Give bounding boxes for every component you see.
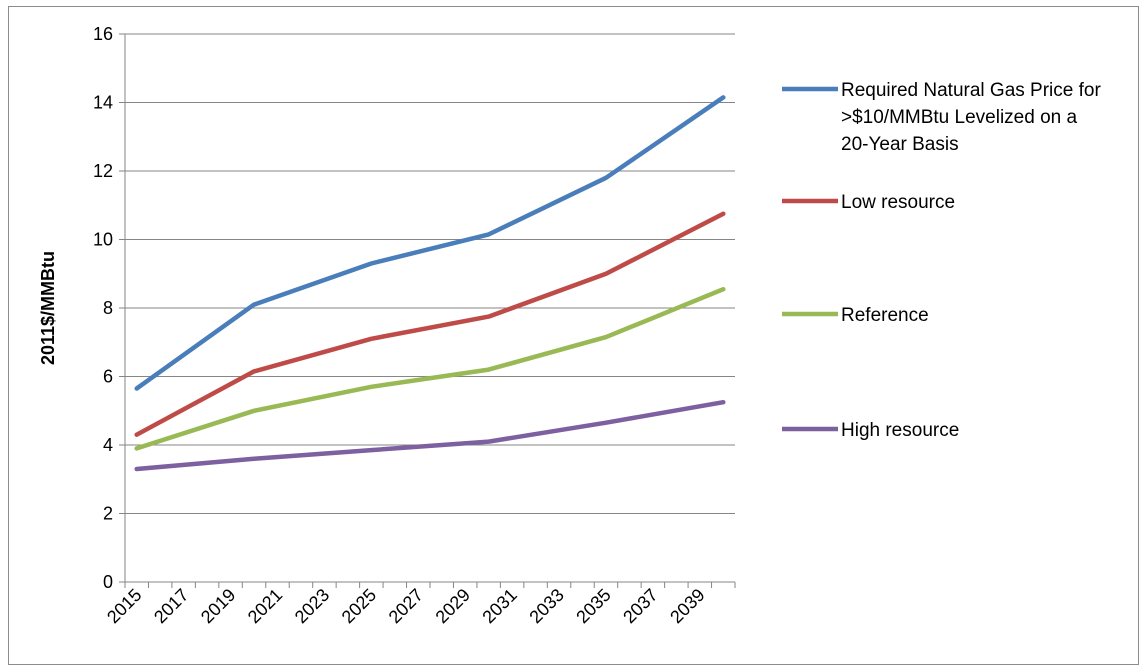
x-tick-label: 2017: [150, 585, 192, 627]
y-tick-label: 10: [93, 230, 113, 250]
series-line-2: [134, 211, 726, 437]
x-tick-label: 2031: [478, 585, 520, 627]
x-tick-label: 2039: [666, 585, 708, 627]
x-tick-label: 2027: [385, 585, 427, 627]
x-tick-label: 2025: [338, 585, 380, 627]
y-tick-label: 8: [103, 298, 113, 318]
legend-label-4: High resource: [841, 420, 959, 441]
series-line-1: [134, 95, 726, 391]
x-tick-label: 2019: [197, 585, 239, 627]
y-tick-label: 4: [103, 435, 113, 455]
y-axis-label: 2011$/MMBtu: [38, 251, 58, 365]
y-tick-label: 12: [93, 161, 113, 181]
x-tick-label: 2029: [432, 585, 474, 627]
x-tick-label: 2037: [619, 585, 661, 627]
legend-label-3: Reference: [841, 305, 929, 326]
x-tick-label: 2023: [291, 585, 333, 627]
y-tick-label: 2: [103, 504, 113, 524]
series-line-4: [134, 399, 726, 472]
y-tick-label: 0: [103, 572, 113, 592]
x-tick-label: 2021: [244, 585, 286, 627]
legend-label-2: Low resource: [841, 192, 955, 213]
x-tick-label: 2035: [572, 585, 614, 627]
legend-label-1: Required Natural Gas Price for >$10/MMBtu…: [841, 80, 1101, 155]
y-tick-label: 16: [93, 24, 113, 44]
y-tick-label: 14: [93, 93, 113, 113]
series-line-3: [134, 286, 726, 451]
chart-frame: [8, 6, 1139, 665]
x-tick-label: 2033: [525, 585, 567, 627]
y-tick-label: 6: [103, 367, 113, 387]
